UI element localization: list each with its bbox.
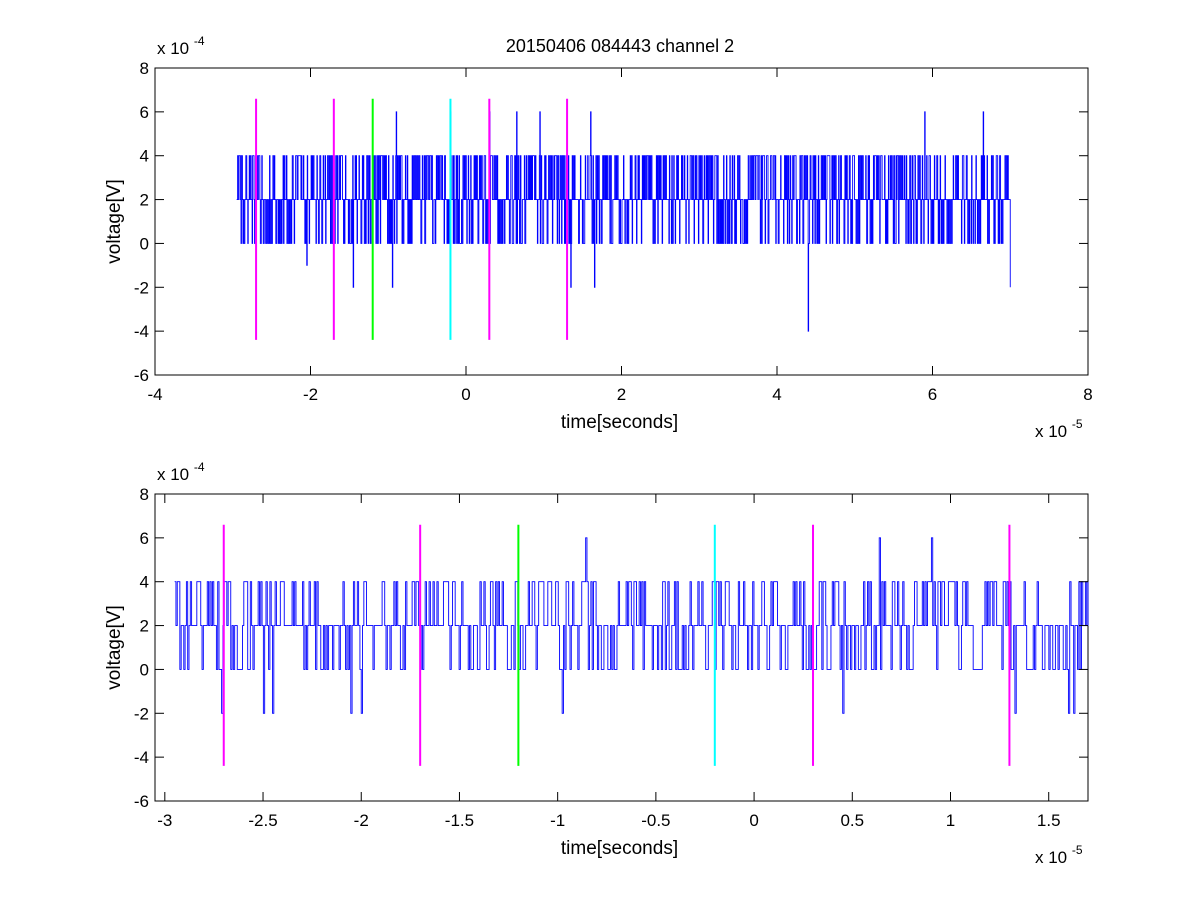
y-axis-label: voltage[V] xyxy=(104,605,125,690)
y-tick-label: -6 xyxy=(134,792,149,811)
y-tick-label: -2 xyxy=(134,704,149,723)
axes-box xyxy=(154,493,1089,802)
y-tick-label: 8 xyxy=(140,59,149,78)
y-tick-label: 6 xyxy=(140,103,149,122)
y-tick-label: 2 xyxy=(140,617,149,636)
x-exponent-label: x 10 -5 xyxy=(1035,843,1083,867)
y-tick-label: 6 xyxy=(140,529,149,548)
x-tick-label: -1.5 xyxy=(445,811,474,830)
x-tick-label: -3 xyxy=(157,811,172,830)
y-tick-label: -2 xyxy=(134,278,149,297)
x-tick-label: -2 xyxy=(354,811,369,830)
x-tick-label: 0 xyxy=(461,385,470,404)
y-tick-label: 4 xyxy=(140,147,149,166)
y-exponent-label: x 10 -4 xyxy=(157,460,205,484)
x-tick-label: -1 xyxy=(550,811,565,830)
y-exponent-power: -4 xyxy=(194,460,205,474)
x-tick-label: -2 xyxy=(303,385,318,404)
y-axis-label: voltage[V] xyxy=(104,179,125,264)
x-axis-label: time[seconds] xyxy=(561,412,678,433)
x-tick-label: 0.5 xyxy=(840,811,864,830)
x-exponent-power: -5 xyxy=(1072,843,1083,857)
x-tick-label: -2.5 xyxy=(248,811,277,830)
signal-trace xyxy=(236,111,1011,332)
x-tick-label: -4 xyxy=(147,385,162,404)
y-exponent-label: x 10 -4 xyxy=(157,34,205,58)
bottom-subplot: -3 -2.5 -2 -1.5 -1 -0.5 0 0.5 1 1.5 -6 -4 -2 0 2 4 6 8 tim… xyxy=(104,460,1089,867)
y-exponent-power: -4 xyxy=(194,34,205,48)
x-tick-label: -0.5 xyxy=(641,811,670,830)
y-tick-label: 2 xyxy=(140,191,149,210)
y-tick-label: 0 xyxy=(140,234,149,253)
y-tick-label: -4 xyxy=(134,748,149,767)
x-tick-label: 1 xyxy=(946,811,955,830)
x-tick-label: 6 xyxy=(928,385,937,404)
y-tick-label: -4 xyxy=(134,322,149,341)
y-tick-label: 4 xyxy=(140,573,149,592)
x-exponent-power: -5 xyxy=(1072,417,1083,431)
top-subplot: -4 -2 0 2 4 6 8-6-4-202468time[seconds]voltage… xyxy=(104,34,1093,441)
x-tick-label: 2 xyxy=(617,385,626,404)
x-tick-label: 8 xyxy=(1083,385,1092,404)
signal-trace xyxy=(174,537,1089,714)
x-tick-label: 0 xyxy=(749,811,758,830)
x-axis-label: time[seconds] xyxy=(561,838,678,859)
y-tick-label: 8 xyxy=(140,485,149,504)
y-tick-label: 0 xyxy=(140,660,149,679)
figure-title: 20150406 084443 channel 2 xyxy=(506,36,734,56)
y-tick-label: -6 xyxy=(134,366,149,385)
x-tick-label: 4 xyxy=(772,385,781,404)
x-tick-label: 1.5 xyxy=(1037,811,1061,830)
x-exponent-label: x 10 -5 xyxy=(1035,417,1083,441)
